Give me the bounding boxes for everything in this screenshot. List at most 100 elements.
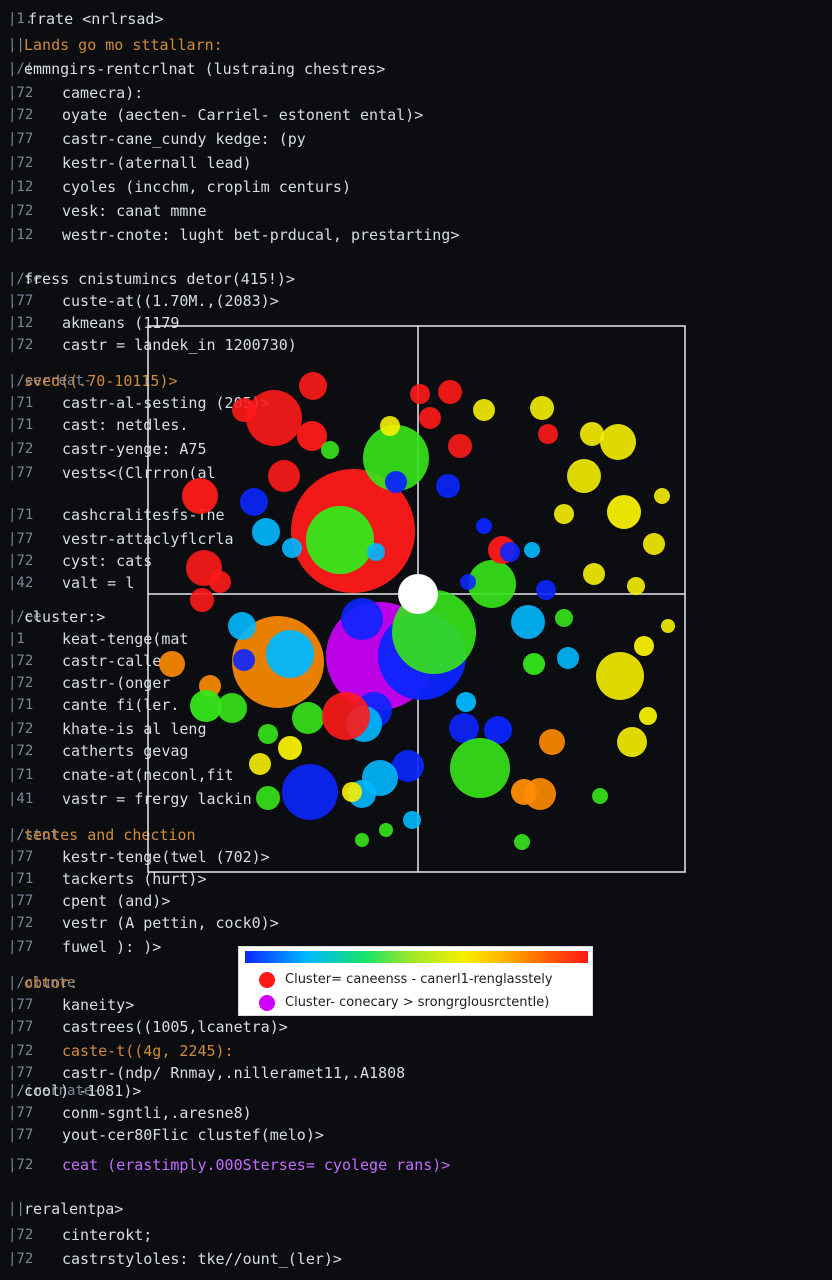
cluster-point [580,422,604,446]
line-number: |12 [8,315,34,331]
line-number: |71 [8,697,34,713]
code-text: camecra): [62,84,144,102]
code-text: fuwel ): )> [62,938,162,956]
cluster-point [367,543,385,561]
cluster-point [282,764,338,820]
cluster-point [292,702,324,734]
code-text: valt = l [62,574,135,592]
cluster-point [341,598,383,640]
legend-box: Cluster= caneenss - canerl1-renglasstely… [238,946,593,1016]
line-number: |72 [8,1227,34,1243]
line-number: |72 [8,85,34,101]
code-text: keat-tenge(mat [62,630,189,648]
code-text: ceat (erastimply.000Sterses= cyolege ran… [62,1156,451,1174]
line-number: |72 [8,743,34,759]
cluster-point [583,563,605,585]
cluster-point [555,609,573,627]
line-number: |72 [8,155,34,171]
line-number: |1. [8,11,34,27]
code-text: sved((.70-10115)> [24,372,178,390]
cluster-point [380,416,400,436]
line-number: |/se [8,271,42,287]
line-number: |77 [8,849,34,865]
code-text: tackerts (hurt)> [62,870,207,888]
cluster-point [523,653,545,675]
cluster-point [654,488,670,504]
code-text: kaneity> [62,996,135,1014]
code-text: reralentpa> [24,1200,124,1218]
cluster-point [484,716,512,744]
cluster-point [449,713,479,743]
code-text: kestr-(aternall lead) [62,154,252,172]
line-number: |71 [8,507,34,523]
line-number: |71 [8,417,34,433]
line-number: |1 [8,631,25,647]
line-number: |71 [8,871,34,887]
code-text: conm-sgntli,.aresne8) [62,1104,252,1122]
legend-label-magenta: Cluster- conecary > srongrglousrctentle) [285,995,550,1010]
cluster-point [410,384,430,404]
cluster-point [379,823,393,837]
line-number: |77 [8,1065,34,1081]
cluster-point [557,647,579,669]
cluster-point [342,782,362,802]
cluster-point [450,738,510,798]
code-text: Lands go mo sttallarn: [24,36,223,54]
line-number: |71 [8,395,34,411]
code-text: fress cnistumincs detor(415!)> [24,270,295,288]
line-number: |72 [8,721,34,737]
cluster-point [436,474,460,498]
cluster-point [249,753,271,775]
line-number: |72 [8,203,34,219]
line-number: |72 [8,1251,34,1267]
line-number: |77 [8,1127,34,1143]
cluster-point [438,380,462,404]
color-scale-bar [245,951,588,963]
code-text: cinterokt; [62,1226,153,1244]
line-number: |/irernate- [8,1083,101,1099]
cluster-points [159,372,675,850]
cluster-point [530,396,554,420]
cluster-point [524,542,540,558]
code-text: cante fi(ler. [62,696,180,714]
line-number: |77 [8,465,34,481]
code-text: cast: netdles. [62,416,189,434]
line-number: |71 [8,767,34,783]
line-number: |72 [8,1043,34,1059]
code-text: oyate (aecten- Carriel- estonent ental)> [62,106,424,124]
cluster-point [322,692,370,740]
cluster-point [607,495,641,529]
cluster-point [246,390,302,446]
cluster-point [627,577,645,595]
code-text: cpent (and)> [62,892,171,910]
cluster-point [392,750,424,782]
cluster-point [209,571,231,593]
cluster-point [456,692,476,712]
cluster-point [385,471,407,493]
line-number: |42 [8,575,34,591]
cluster-point [321,441,339,459]
cluster-point [596,652,644,700]
code-text: castr-(ndp/ Rnmay,.nilleramet11,.A1808 [62,1064,406,1082]
cluster-point [256,786,280,810]
line-number: |77 [8,1105,34,1121]
cluster-plot [147,325,686,873]
cluster-point [600,424,636,460]
cluster-point [182,478,218,514]
line-number: |/( [8,61,34,77]
code-text: castrees((1005,lcanetra)> [62,1018,288,1036]
cluster-point [355,833,369,847]
legend-magenta-dot [259,995,275,1011]
line-number: |41 [8,791,34,807]
code-text: vastr = frergy lackin [62,790,252,808]
cluster-point [448,434,472,458]
cluster-point [511,605,545,639]
cluster-point [233,649,255,671]
code-text: castr-al-sesting (205)> [62,394,270,412]
code-text: cluster:> [24,608,106,626]
code-text: tentes and chection [24,826,196,844]
line-number: |12 [8,227,34,243]
cluster-point [500,542,520,562]
cluster-point [661,619,675,633]
